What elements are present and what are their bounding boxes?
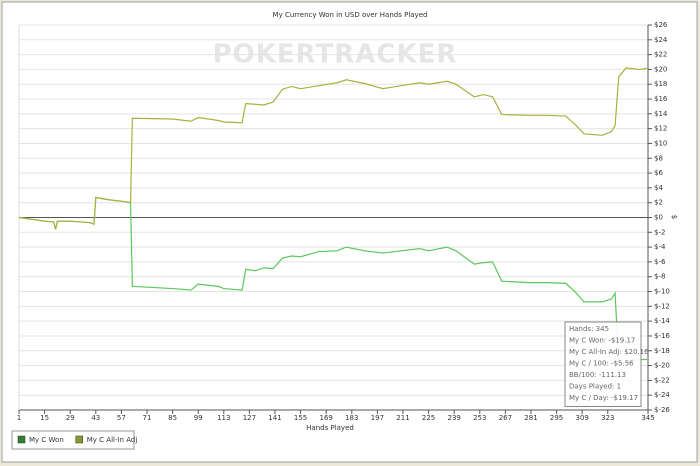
y-tick-label: $12 xyxy=(654,125,667,133)
x-tick-label: 253 xyxy=(473,414,486,422)
y-tick-label: $-22 xyxy=(654,376,670,384)
x-tick-label: 15 xyxy=(40,414,49,422)
legend-box xyxy=(11,430,135,450)
y-tick-label: $4 xyxy=(654,184,663,192)
tooltip-line: BB/100: -111.13 xyxy=(569,371,626,379)
tooltip-line: My C / 100: -$5.56 xyxy=(569,360,634,368)
y-tick-label: $16 xyxy=(654,95,668,103)
y-tick-label: $0 xyxy=(654,214,663,222)
legend-label: My C All-In Adj xyxy=(87,436,138,444)
x-tick-label: 155 xyxy=(294,414,307,422)
y-tick-label: $-16 xyxy=(654,332,670,340)
x-tick-label: 99 xyxy=(194,414,203,422)
tooltip-line: My C Won: -$19.17 xyxy=(569,337,635,345)
legend-swatch xyxy=(75,435,84,444)
x-tick-label: 281 xyxy=(524,414,537,422)
x-tick-label: 57 xyxy=(117,414,126,422)
x-tick-label: 239 xyxy=(447,414,460,422)
y-tick-label: $-26 xyxy=(654,406,670,414)
y-tick-label: $-14 xyxy=(654,317,670,325)
x-tick-label: 197 xyxy=(371,414,384,422)
y-tick-label: $26 xyxy=(654,21,668,29)
tooltip-line: My C All-In Adj: $20.16 xyxy=(569,348,649,356)
x-tick-label: 169 xyxy=(319,414,332,422)
x-tick-label: 141 xyxy=(268,414,281,422)
y-tick-label: $-24 xyxy=(654,391,670,399)
x-tick-label: 71 xyxy=(143,414,152,422)
x-tick-label: 127 xyxy=(243,414,256,422)
y-tick-label: $18 xyxy=(654,80,667,88)
x-tick-label: 309 xyxy=(575,414,588,422)
y-axis-title: $ xyxy=(670,215,678,219)
tooltip-line: My C / Day: -$19.17 xyxy=(569,394,638,402)
x-tick-label: 85 xyxy=(168,414,177,422)
tooltip-box xyxy=(564,321,642,407)
y-tick-label: $-2 xyxy=(654,228,665,236)
y-tick-label: $-18 xyxy=(654,347,670,355)
y-tick-label: $20 xyxy=(654,65,667,73)
y-tick-label: $6 xyxy=(654,169,663,177)
y-tick-label: $2 xyxy=(654,199,663,207)
series-line xyxy=(18,67,649,230)
x-tick-label: 43 xyxy=(91,414,100,422)
x-tick-label: 267 xyxy=(499,414,512,422)
chart-title: My Currency Won in USD over Hands Played xyxy=(273,11,428,19)
x-tick-label: 345 xyxy=(641,414,654,422)
x-tick-label: 323 xyxy=(601,414,614,422)
legend-swatch xyxy=(17,435,26,444)
x-tick-label: 1 xyxy=(17,414,21,422)
y-tick-label: $-4 xyxy=(654,243,666,251)
y-tick-label: $22 xyxy=(654,51,667,59)
x-tick-label: 295 xyxy=(550,414,563,422)
y-tick-label: $-8 xyxy=(654,273,665,281)
legend-label: My C Won xyxy=(29,436,64,444)
x-tick-label: 211 xyxy=(396,414,409,422)
y-tick-label: $14 xyxy=(654,110,668,118)
y-tick-label: $-20 xyxy=(654,362,670,370)
x-axis-title: Hands Played xyxy=(306,424,354,432)
x-tick-label: 183 xyxy=(345,414,358,422)
x-tick-label: 225 xyxy=(422,414,435,422)
tooltip-line: Hands: 345 xyxy=(569,325,609,333)
y-tick-label: $10 xyxy=(654,139,667,147)
y-tick-label: $8 xyxy=(654,154,663,162)
y-tick-label: $-10 xyxy=(654,288,670,296)
x-tick-label: 113 xyxy=(217,414,230,422)
y-tick-label: $-12 xyxy=(654,302,670,310)
tooltip-line: Days Played: 1 xyxy=(569,383,621,391)
y-tick-label: $-6 xyxy=(654,258,666,266)
x-tick-label: 29 xyxy=(66,414,75,422)
y-tick-label: $24 xyxy=(654,36,668,44)
